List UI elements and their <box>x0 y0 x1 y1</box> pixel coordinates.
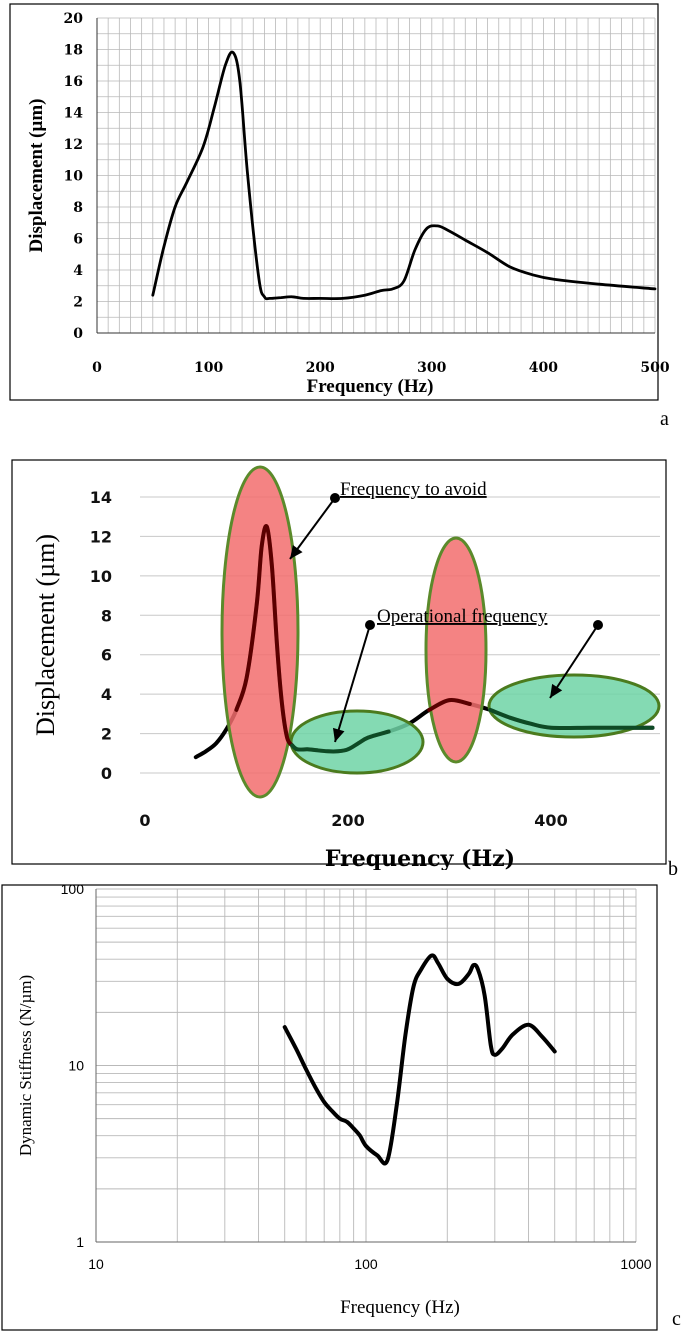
annotation-operational-arrow-2-shaft <box>549 624 599 699</box>
chart-a-xtick-label: 500 <box>640 360 669 376</box>
chart-b-ytick-label: 12 <box>90 527 112 546</box>
chart-a-ytick-label: 14 <box>64 106 84 122</box>
chart-a-ytick-label: 12 <box>64 137 83 153</box>
annotation-operational-arrow-1-head <box>332 727 345 742</box>
chart-b-xtick-label: 200 <box>331 811 364 830</box>
chart-b-series-segment-avoid-1 <box>234 523 295 748</box>
chart-a-frame <box>9 3 659 401</box>
chart-b-series-segment-operational-2 <box>488 707 655 730</box>
chart-b-xtick-label: 0 <box>139 811 150 830</box>
panel-letter-b: b <box>668 858 678 880</box>
chart-c-frame <box>1 884 658 1331</box>
annotation-operational-arrow-1-shaft <box>334 624 371 743</box>
annotation-avoid-arrow-dot <box>330 493 340 503</box>
avoid-region-ellipse-2 <box>424 536 488 764</box>
chart-b-series-segment-avoid-2 <box>427 697 472 712</box>
chart-b-xlabel: Frequency (Hz) <box>325 846 515 870</box>
chart-a-xtick-label: 0 <box>92 360 102 376</box>
chart-c-xtick-label: 10 <box>88 1256 104 1272</box>
chart-c-panel: 1 10 100 10 100 1000 Frequency (Hz) Dynamic Sti… <box>0 882 683 1333</box>
avoid-region-ellipse-1 <box>220 465 300 799</box>
chart-b-xtick-label: 400 <box>534 811 567 830</box>
annotation-avoid-arrow-head <box>290 544 303 559</box>
chart-b-series-segment-operational-1 <box>290 729 391 754</box>
chart-a-xlabel: Frequency (Hz) <box>307 376 434 397</box>
chart-c-ytick-label: 10 <box>68 1058 84 1074</box>
chart-a-xtick-label: 100 <box>194 360 223 376</box>
chart-a-ytick-label: 20 <box>64 11 84 27</box>
operational-region-ellipse-2 <box>487 673 661 739</box>
chart-b-ytick-label: 10 <box>90 567 112 586</box>
chart-a-ytick-label: 6 <box>73 232 83 248</box>
chart-a-ytick-label: 8 <box>73 200 83 216</box>
chart-a-xtick-label: 400 <box>529 360 558 376</box>
chart-c-xtick-label: 100 <box>354 1256 378 1272</box>
panel-letter-c: c <box>672 1308 681 1330</box>
chart-a-panel: 0 2 4 6 8 10 12 14 16 18 20 0 100 200 300 400 500 Frequen… <box>0 0 683 430</box>
panel-letter-a: a <box>660 408 669 430</box>
chart-a-series-line <box>151 50 657 301</box>
chart-c-ytick-label: 1 <box>76 1234 84 1250</box>
chart-b-ytick-label: 2 <box>101 725 112 744</box>
annotation-operational-arrow-2-head <box>550 683 563 698</box>
chart-b-frame <box>11 459 667 865</box>
chart-a-ytick-label: 10 <box>64 169 84 185</box>
chart-b-ytick-label: 0 <box>101 764 112 783</box>
chart-a-ytick-label: 0 <box>73 326 83 342</box>
chart-b-ylabel: Displacement (µm) <box>31 534 60 736</box>
chart-b-ytick-label: 14 <box>90 488 112 507</box>
chart-a-xtick-label: 300 <box>417 360 446 376</box>
chart-b-svg: 0 2 4 6 8 10 12 14 0 200 400 Frequency (Hz) Displace… <box>11 459 667 870</box>
chart-a-ytick-label: 18 <box>64 43 83 59</box>
chart-a-ytick-label: 4 <box>73 263 83 279</box>
annotation-operational-arrow-1-dot <box>365 620 375 630</box>
chart-c-ylabel: Dynamic Stiffness (N/µm) <box>16 975 35 1156</box>
chart-a-ylabel: Displacement (µm) <box>26 99 47 253</box>
chart-b-panel: 0 2 4 6 8 10 12 14 0 200 400 Frequency (Hz) Displace… <box>0 450 683 880</box>
annotation-avoid-label: Frequency to avoid <box>340 479 487 500</box>
chart-c-xlabel: Frequency (Hz) <box>340 1297 460 1318</box>
annotation-operational-label: Operational frequency <box>377 606 548 627</box>
chart-a-ytick-label: 2 <box>73 295 83 311</box>
chart-b-ytick-label: 4 <box>101 685 112 704</box>
chart-b-ytick-label: 8 <box>101 606 112 625</box>
chart-b-ytick-label: 6 <box>101 646 112 665</box>
chart-c-xtick-label: 1000 <box>620 1256 651 1272</box>
chart-a-xtick-label: 200 <box>306 360 335 376</box>
chart-c-series-line <box>282 953 557 1166</box>
chart-a-ytick-label: 16 <box>64 74 83 90</box>
chart-c-ytick-label: 100 <box>61 882 85 897</box>
annotation-operational-arrow-2-dot <box>593 620 603 630</box>
